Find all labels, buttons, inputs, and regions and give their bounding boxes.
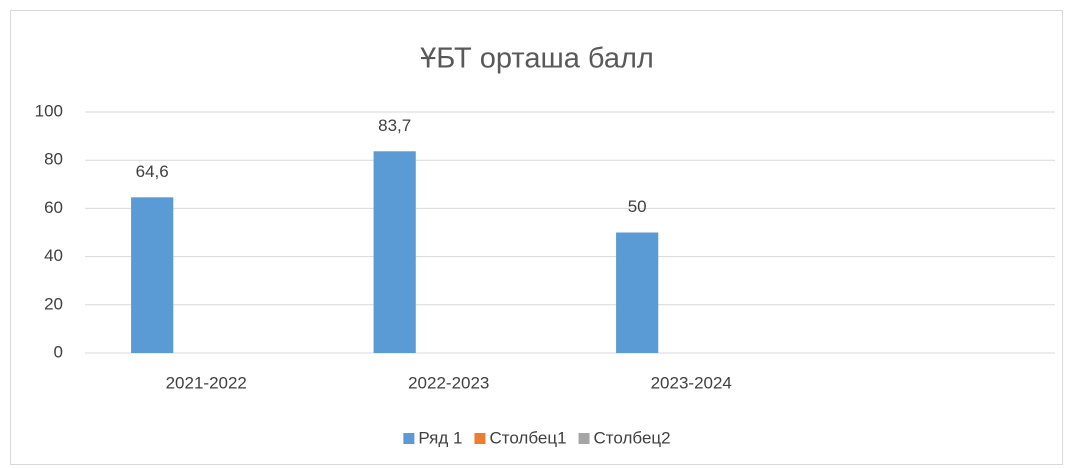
legend-swatch [578,433,590,444]
x-tick-label: 2022-2023 [408,373,489,392]
x-tick-label: 2023-2024 [651,373,732,392]
y-tick-label: 0 [54,342,63,361]
y-tick-label: 100 [35,101,63,120]
data-label: 50 [628,197,647,216]
chart-title: ҰБТ орташа балл [420,43,654,75]
legend-swatch [403,433,415,444]
chart-border [10,10,1063,465]
bar [616,232,659,353]
x-tick-label: 2021-2022 [166,373,247,392]
data-label: 83,7 [378,116,411,135]
data-label: 64,6 [136,162,169,181]
bar [373,151,416,353]
y-tick-label: 40 [44,246,63,265]
legend-label: Ряд 1 [418,428,462,447]
bar [131,197,174,353]
legend-swatch [474,433,486,444]
legend-label: Столбец1 [489,428,566,447]
y-tick-label: 80 [44,150,63,169]
y-tick-label: 20 [44,294,63,313]
legend-label: Столбец2 [594,428,671,447]
y-tick-label: 60 [44,198,63,217]
